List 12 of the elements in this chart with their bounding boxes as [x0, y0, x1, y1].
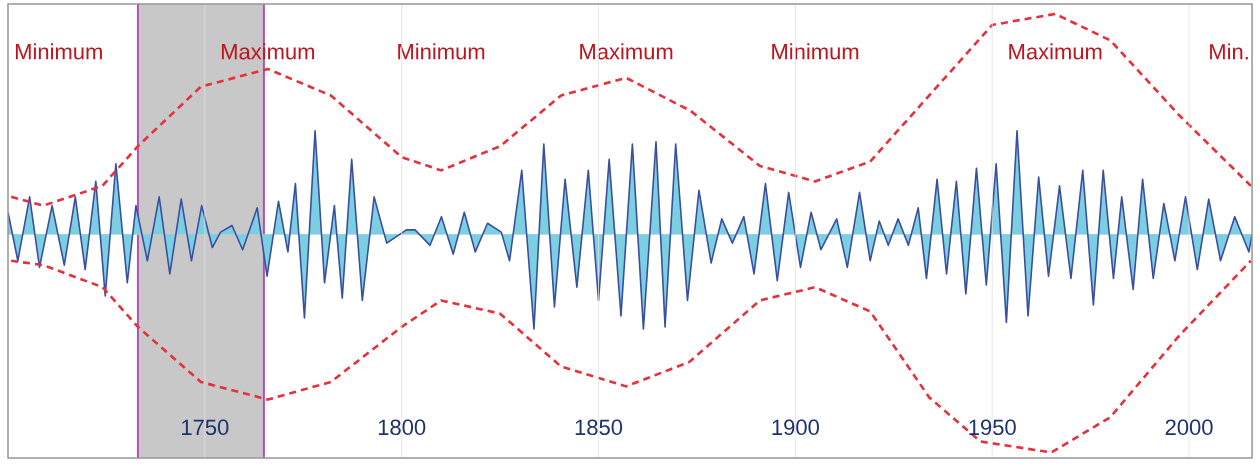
x-tick-label: 2000	[1165, 419, 1213, 436]
x-tick-label: 1900	[772, 419, 819, 436]
annotation: Maximum	[1009, 43, 1102, 60]
annotation: Minimum	[398, 43, 485, 60]
annotation: Minimum	[15, 43, 102, 60]
annotation: Min.	[1210, 43, 1248, 60]
x-tick-label: 1850	[575, 419, 623, 436]
x-tick-label: 1800	[378, 419, 426, 436]
annotation: Maximum	[580, 43, 673, 60]
x-tick-label: 1750	[182, 419, 229, 436]
x-tick-label: 1950	[969, 419, 1016, 436]
annotation: Minimum	[772, 43, 859, 60]
